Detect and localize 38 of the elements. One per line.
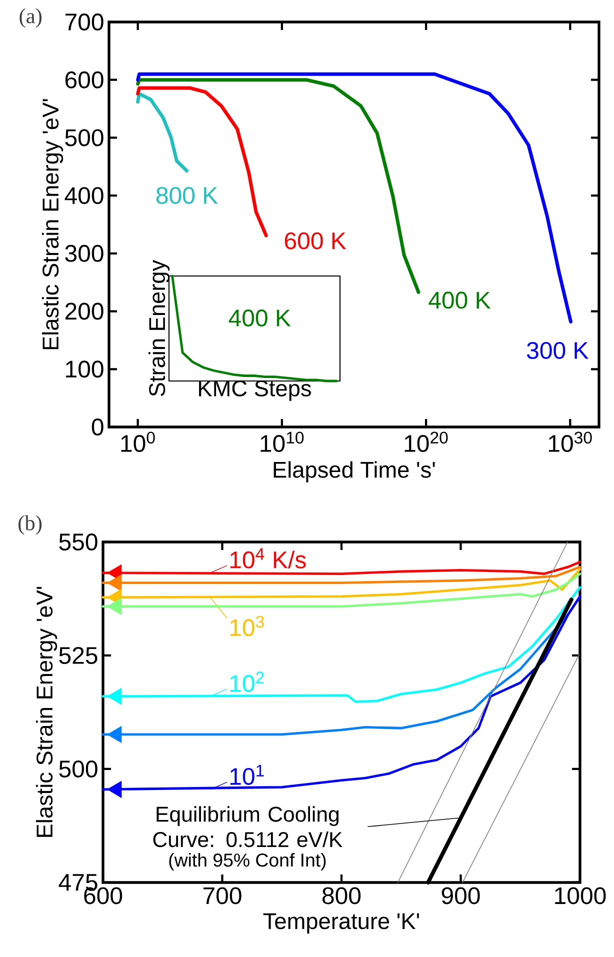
y-tick-label: 600 <box>65 71 104 88</box>
legend-label: 10$^{2}$ <box>230 672 264 692</box>
chart-title: (a) <box>20 8 42 28</box>
y-tick-label: 0 <box>92 418 104 436</box>
legend-label: 10$^{1}$ <box>230 764 264 785</box>
x-axis-title: Elapsed Time 's' <box>274 461 435 482</box>
x-tick-label: 700 <box>203 887 242 904</box>
annotation: (with 95% Conf Int) <box>169 853 326 870</box>
x-tick-label: 900 <box>442 887 480 904</box>
series-label: 10$^{3}$ <box>230 616 264 636</box>
x-tick-label: 10$^{20}$ <box>404 432 448 452</box>
x-tick-label: 800 <box>322 887 361 904</box>
y-tick-label: 500 <box>59 760 98 778</box>
y-axis-title: Elastic Strain Energy 'eV' <box>36 586 58 837</box>
x-axis-title: Temperature 'K' <box>263 913 419 934</box>
y-axis-title: Elastic Strain Energy 'eV' <box>42 99 64 350</box>
legend-label: 10$^{4}$ K/s <box>230 548 306 568</box>
x-tick-label: 10$^{0}$ <box>121 432 155 452</box>
y-tick-label: 700 <box>65 14 104 31</box>
series-label: 400 K <box>228 309 291 326</box>
y-tick-label: 100 <box>66 360 104 378</box>
series-label: 300 K <box>526 342 588 359</box>
annotation: Equilibrium Cooling Curve: 0.5112 eV/K <box>153 806 342 848</box>
x-tick-label: 1000 <box>555 887 606 904</box>
series-label: 800 K <box>156 186 218 204</box>
chart-title: (b) <box>18 515 42 535</box>
y-tick-label: 525 <box>59 646 98 664</box>
y-tick-label: 200 <box>65 302 104 320</box>
series-label: 400 K <box>428 292 491 309</box>
x-tick-label: 10$^{30}$ <box>548 432 592 452</box>
y-tick-label: 500 <box>65 129 104 146</box>
line-series <box>102 586 582 704</box>
y-tick-label: 550 <box>59 533 98 550</box>
x-tick-label: 10$^{10}$ <box>260 432 304 452</box>
series-label: 600 K <box>284 232 346 250</box>
y-tick-label: 400 <box>64 187 104 204</box>
y-axis-title: Strain Energy <box>148 260 170 396</box>
y-tick-label: 300 <box>65 244 104 262</box>
